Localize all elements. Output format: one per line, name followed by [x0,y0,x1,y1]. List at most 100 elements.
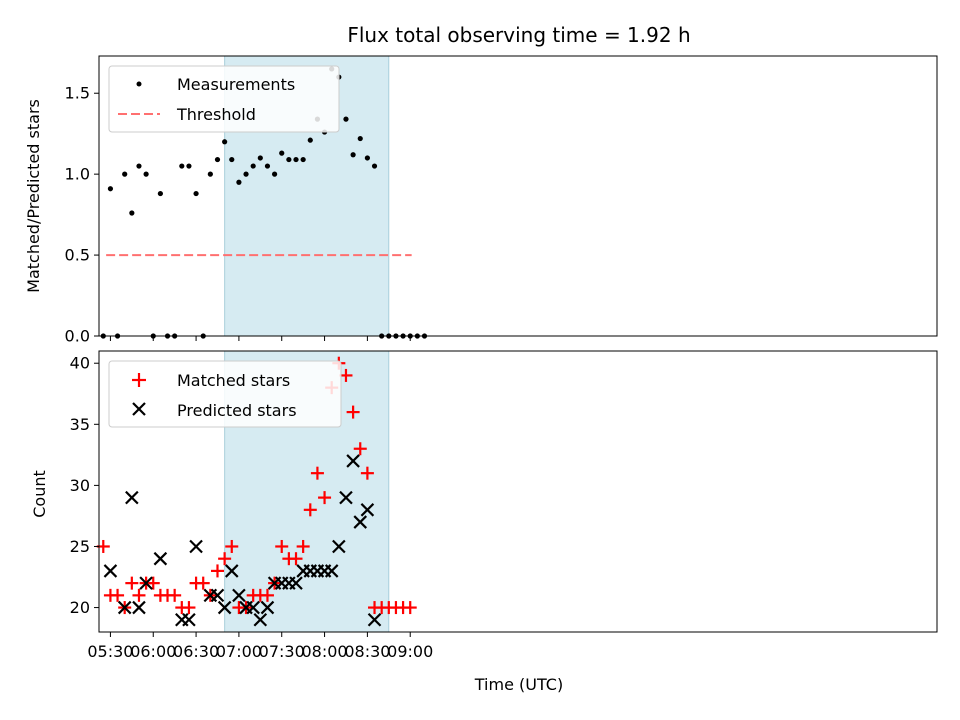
matched-star-marker [310,466,324,480]
predicted-star-marker [332,539,346,554]
matched-star-marker [182,601,196,615]
measurement-point [229,156,235,163]
predicted-star-marker [224,564,239,578]
measurement-point [129,210,135,216]
bottom-legend: Matched stars Predicted stars [108,360,342,428]
legend-measurements-label: Measurements [177,75,295,94]
xtick-label: 05:30 [87,642,133,661]
matched-star-marker [111,588,125,602]
predicted-star-marker [153,551,168,566]
matched-star-marker [303,503,317,517]
top-ytick-label: 0.5 [65,246,90,265]
measurement-point [236,179,242,185]
predicted-star-marker [253,613,268,627]
matched-star-marker [260,588,274,602]
predicted-star-marker [189,539,203,554]
top-y-axis-label: Matched/Predicted stars [24,99,43,293]
bottom-ytick-label: 20 [70,598,90,617]
matched-star-marker [168,588,182,602]
matched-star-marker [225,539,239,553]
top-panel: 0.0 0.5 1.0 1.5 Matched/Predicted stars Mea… [24,55,938,346]
measurement-point [364,155,370,161]
predicted-star-marker [339,490,353,505]
legend-threshold-label: Threshold [176,105,256,124]
measurement-point [257,155,263,161]
xtick-label: 07:00 [216,642,262,661]
predicted-star-marker [232,588,246,603]
matched-star-marker [289,552,303,566]
predicted-star-marker [217,600,232,615]
xtick-label: 08:00 [302,642,348,661]
matched-star-marker [275,539,289,553]
predicted-star-marker [103,564,118,578]
bottom-ytick-label: 35 [70,415,90,434]
bottom-axes-frame [98,350,938,633]
matched-star-marker [218,552,232,566]
measurement-point [222,139,228,145]
predicted-star-marker [367,613,382,627]
measurement-point [357,135,363,142]
top-ytick-label: 1.0 [65,165,90,184]
top-axes-frame [98,55,938,337]
measurement-point [157,190,163,197]
predicted-star-marker [346,454,360,468]
predicted-star-marker [132,600,146,615]
xtick-label: 09:00 [387,642,433,661]
matched-star-marker [210,564,224,578]
measurement-point [264,163,271,169]
measurement-point [279,150,285,156]
predicted-star-marker [360,503,375,517]
predicted-star-marker [353,515,368,529]
xtick-label: 07:30 [259,642,305,661]
top-ytick-label: 0.0 [65,327,90,346]
matched-star-marker [196,576,210,590]
measurement-point [136,163,142,169]
measurement-point [250,163,256,169]
matched-star-marker [403,601,417,615]
xtick-label: 06:30 [173,642,219,661]
x-axis-label: Time (UTC) [474,675,563,694]
measurement-point [122,171,128,177]
chart-title: Flux total observing time = 1.92 h [347,23,690,47]
measurement-point [343,116,349,122]
measurement-point [286,156,292,163]
measurement-point [207,171,213,177]
measurement-point [307,137,313,143]
matched-star-marker [146,576,160,590]
bottom-ytick-label: 30 [70,476,90,495]
predicted-star-marker [125,490,139,505]
measurement-point [143,171,149,177]
measurement-point [186,163,192,169]
predicted-star-marker [246,600,260,615]
predicted-star-marker [324,564,339,578]
predicted-star-marker [260,600,275,615]
matched-star-marker [125,576,139,590]
matched-star-marker [360,466,374,480]
measurement-point [300,156,306,163]
legend-predicted-marker [132,402,146,416]
predicted-star-marker [289,576,303,590]
legend-matched-marker [132,373,146,387]
legend-measurements-marker [136,81,142,87]
matched-star-marker [346,405,360,419]
top-ytick-label: 1.5 [65,84,90,103]
legend-matched-label: Matched stars [177,371,290,390]
measurement-point [271,171,278,177]
bottom-panel: 20 25 30 35 40 05:3006:0006:3007:0007:3008:0… [30,350,938,694]
matched-star-marker [296,539,310,553]
predicted-star-marker [182,613,196,627]
measurement-point [107,186,114,192]
measurement-point [214,156,221,163]
measurement-point [350,152,356,158]
matched-star-marker [339,368,353,382]
bottom-y-axis-label: Count [30,470,49,518]
legend-predicted-label: Predicted stars [177,401,297,420]
bottom-ytick-label: 40 [70,354,90,373]
measurement-point [179,163,185,169]
predicted-star-marker [139,576,153,590]
predicted-star-marker [117,600,132,615]
matched-star-marker [318,491,332,505]
predicted-star-marker [210,588,225,603]
xtick-label: 08:30 [344,642,390,661]
